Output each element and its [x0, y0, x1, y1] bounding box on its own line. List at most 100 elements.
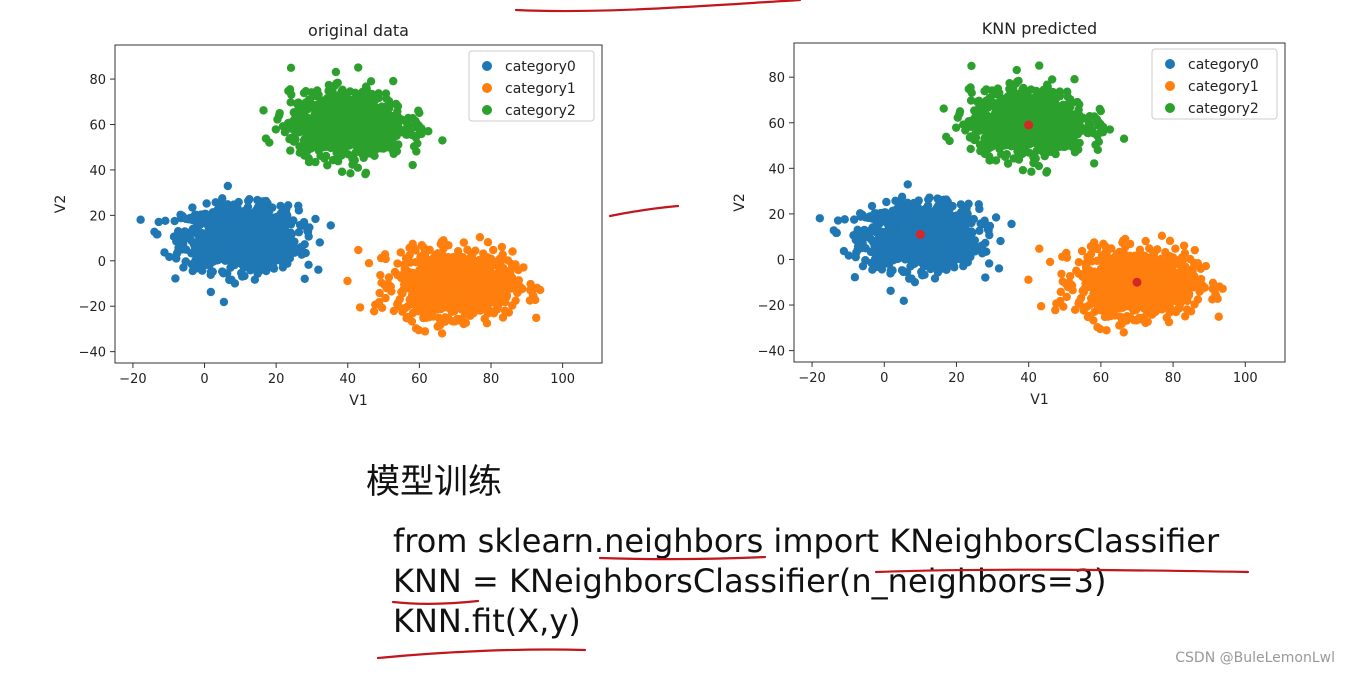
scatter-point	[326, 221, 335, 230]
scatter-point	[136, 215, 145, 224]
scatter-point	[815, 214, 825, 223]
scatter-point	[276, 201, 285, 211]
scatter-point	[323, 93, 332, 103]
x-tick-label: 0	[200, 372, 208, 387]
scatter-point	[200, 209, 209, 219]
x-tick-label: 100	[1233, 371, 1258, 386]
scatter-point	[438, 265, 447, 274]
scatter-point	[224, 246, 233, 255]
scatter-point	[925, 240, 934, 250]
scatter-point	[265, 138, 274, 147]
scatter-point	[1182, 305, 1192, 314]
scatter-point	[376, 138, 385, 148]
scatter-point	[221, 256, 230, 265]
scatter-point	[332, 79, 341, 88]
scatter-point	[1007, 219, 1016, 229]
scatter-point	[185, 233, 194, 242]
scatter-point	[879, 233, 888, 242]
scatter-point	[354, 63, 363, 72]
scatter-point	[496, 295, 505, 305]
scatter-point	[277, 244, 287, 254]
scatter-point	[861, 255, 870, 265]
scatter-point	[459, 238, 469, 247]
scatter-point	[1141, 236, 1150, 246]
scatter-point	[882, 197, 891, 207]
scatter-point	[352, 102, 361, 111]
scatter-point	[947, 261, 956, 270]
scatter-point	[1080, 284, 1090, 293]
scatter-point	[347, 138, 356, 148]
legend-marker	[482, 105, 492, 115]
scatter-point	[498, 313, 508, 322]
scatter-point	[361, 169, 370, 179]
y-tick-label: 60	[89, 119, 106, 134]
scatter-point	[150, 227, 159, 237]
scatter-point	[443, 270, 453, 280]
scatter-point	[532, 313, 541, 323]
scatter-point	[202, 199, 211, 208]
y-tick-label: 0	[777, 253, 785, 268]
scatter-point	[388, 117, 397, 127]
scatter-point	[849, 215, 859, 224]
scatter-point	[346, 169, 355, 178]
scatter-point	[165, 252, 174, 262]
series-category0	[136, 181, 335, 307]
scatter-point	[416, 285, 426, 295]
y-tick-label: 80	[89, 73, 106, 88]
scatter-point	[409, 142, 419, 151]
scatter-point	[1092, 243, 1101, 252]
scatter-point	[389, 127, 398, 136]
scatter-point	[829, 226, 838, 235]
scatter-point	[376, 270, 385, 280]
scatter-point	[289, 216, 298, 225]
legend-label: category1	[505, 81, 576, 97]
scatter-point	[526, 279, 535, 289]
scatter-point	[942, 227, 951, 237]
scatter-point	[371, 300, 380, 309]
scatter-point	[298, 115, 307, 124]
scatter-point	[981, 273, 990, 282]
scatter-point	[345, 87, 355, 96]
scatter-point	[978, 249, 987, 258]
scatter-point	[313, 86, 322, 95]
scatter-point	[283, 201, 293, 210]
scatter-point	[286, 63, 296, 73]
scatter-point	[414, 106, 423, 115]
scatter-point	[230, 241, 239, 250]
scatter-point	[406, 258, 415, 267]
x-tick-label: 20	[268, 372, 285, 387]
scatter-point	[311, 214, 320, 224]
scatter-point	[355, 303, 365, 312]
chart-title: KNN predicted	[982, 19, 1097, 38]
scatter-point	[468, 249, 477, 259]
scatter-point	[959, 261, 968, 271]
scatter-point	[194, 227, 203, 236]
scatter-point	[190, 247, 199, 257]
scatter-point	[423, 308, 432, 317]
scatter-point	[860, 225, 869, 235]
scatter-point	[1118, 238, 1127, 247]
scatter-point	[458, 253, 467, 262]
scatter-point	[349, 153, 358, 163]
scatter-point	[483, 293, 492, 303]
scatter-point	[424, 127, 433, 136]
scatter-point	[909, 256, 919, 266]
charts-canvas: original data−20 0 20 40 60 80 100−40−20020406…	[53, 19, 1286, 409]
scatter-point	[273, 256, 282, 265]
y-tick-label: 40	[768, 162, 785, 177]
scatter-point	[300, 103, 309, 112]
scatter-point	[246, 266, 255, 275]
scatter-point	[886, 286, 895, 295]
scatter-point	[910, 239, 919, 249]
scatter-point	[958, 243, 967, 252]
scatter-point	[408, 160, 417, 170]
scatter-point	[886, 236, 895, 245]
scatter-point	[926, 264, 935, 274]
scatter-point	[171, 231, 181, 241]
scatter-point	[420, 250, 430, 259]
legend-label: category0	[505, 59, 576, 75]
scatter-point	[480, 314, 489, 323]
scatter-point	[394, 140, 403, 149]
scatter-point	[393, 259, 402, 268]
